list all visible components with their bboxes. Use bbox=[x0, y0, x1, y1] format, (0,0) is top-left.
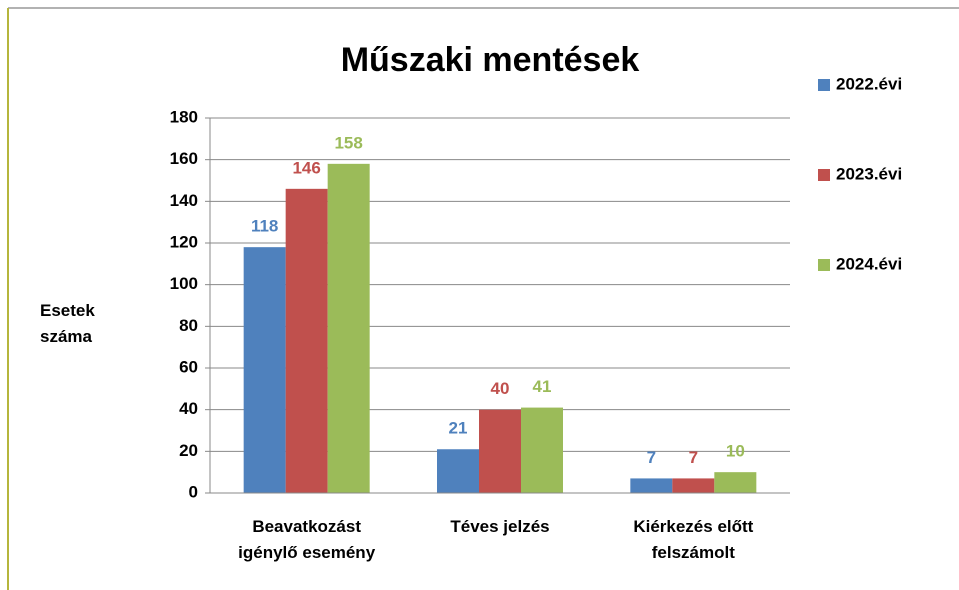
bar bbox=[479, 409, 521, 493]
y-tick-label: 40 bbox=[179, 399, 198, 418]
y-tick-label: 80 bbox=[179, 316, 198, 335]
data-label: 146 bbox=[292, 158, 320, 177]
x-tick-label: Kiérkezés előtt felszámolt bbox=[633, 517, 754, 562]
y-tick-label: 120 bbox=[170, 232, 198, 251]
bar bbox=[714, 472, 757, 493]
y-tick-label: 160 bbox=[170, 149, 198, 168]
y-tick-label: 100 bbox=[170, 274, 198, 293]
legend-swatch bbox=[818, 259, 830, 271]
y-tick-label: 140 bbox=[170, 191, 198, 210]
legend-swatch bbox=[818, 79, 830, 91]
data-label: 7 bbox=[647, 448, 656, 467]
data-label: 21 bbox=[449, 419, 468, 438]
y-tick-label: 180 bbox=[170, 107, 198, 126]
data-label: 7 bbox=[689, 448, 698, 467]
bar bbox=[437, 449, 479, 493]
bar bbox=[327, 163, 370, 494]
y-tick-label: 20 bbox=[179, 441, 198, 460]
data-label: 10 bbox=[726, 442, 745, 461]
legend-label: 2024.évi bbox=[836, 254, 902, 273]
y-tick-label: 0 bbox=[189, 482, 198, 501]
bar bbox=[285, 188, 328, 494]
y-axis-label: Esetek száma bbox=[40, 301, 95, 346]
data-label: 41 bbox=[533, 377, 552, 396]
bar bbox=[672, 478, 715, 493]
legend-label: 2022.évi bbox=[836, 74, 902, 93]
bar bbox=[243, 247, 286, 493]
bar bbox=[630, 478, 673, 493]
x-tick-label: Beavatkozást igénylő esemény bbox=[238, 517, 376, 562]
bar bbox=[521, 407, 563, 493]
y-tick-label: 60 bbox=[179, 357, 198, 376]
data-label: 158 bbox=[334, 133, 362, 152]
legend-swatch bbox=[818, 169, 830, 181]
data-label: 118 bbox=[251, 217, 278, 236]
chart-title: Műszaki mentések bbox=[341, 41, 640, 79]
x-tick-label: Téves jelzés bbox=[450, 517, 550, 536]
data-label: 40 bbox=[491, 379, 510, 398]
legend-label: 2023.évi bbox=[836, 164, 902, 183]
